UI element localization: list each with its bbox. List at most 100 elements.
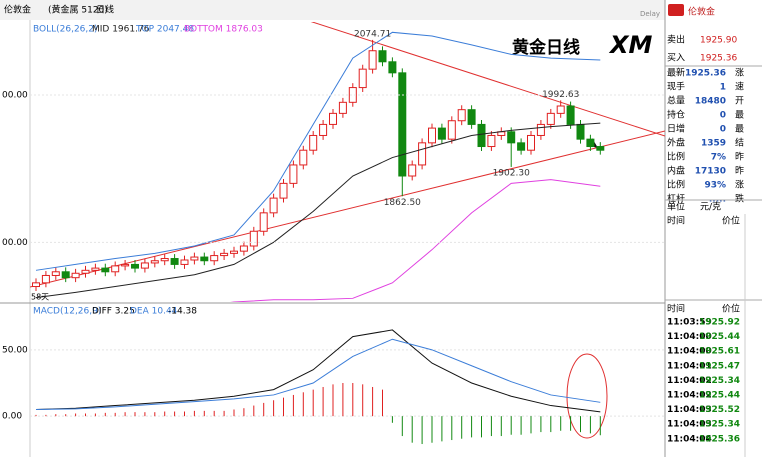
candle-body <box>140 262 149 269</box>
candle-body <box>566 105 575 125</box>
candle-body <box>596 146 605 151</box>
quote-text: 7% <box>711 153 726 163</box>
quote-text: 结 <box>735 137 744 149</box>
quote-text: 昨 <box>735 151 744 163</box>
quote-text: 比例 <box>667 151 685 163</box>
boll-top: TOP 2047.48 <box>135 25 194 35</box>
quote-text: 涨 <box>735 68 744 79</box>
macd-diff: DIFF 3.25 <box>92 307 135 317</box>
candle-body <box>249 230 258 247</box>
sell-price: 1925.90 <box>700 36 737 46</box>
quote-text: 价位 <box>722 303 740 315</box>
toolbar <box>0 0 665 20</box>
quote-text: 单位 <box>667 201 685 213</box>
trend-line <box>310 22 665 137</box>
candle-body <box>51 271 60 276</box>
candle-body <box>71 272 80 279</box>
boll-bottom: BOTTOM 1876.03 <box>184 25 263 35</box>
quote-text: 0 <box>720 111 726 121</box>
candle-body <box>111 265 120 273</box>
quote-text: 1925.36 <box>699 434 740 444</box>
macd-label: MACD(12,26,9) <box>33 307 101 317</box>
quote-text: 11:04:03 <box>667 420 712 430</box>
quote-text: 昨 <box>735 165 744 177</box>
candle-body <box>200 256 209 262</box>
candle-body <box>309 134 318 151</box>
quote-text: 杠杆 <box>667 193 685 205</box>
band-lower <box>230 179 601 302</box>
price-annotation: 1992.63 <box>542 90 579 100</box>
quote-text: 18480 <box>695 97 726 107</box>
quote-text: 速 <box>735 82 744 93</box>
candle-body <box>507 131 516 144</box>
candle-body <box>230 250 238 254</box>
symbol[interactable]: 伦敦金 <box>4 4 31 16</box>
quote-text: 1359 <box>701 139 726 149</box>
group: (黄金属 5120) <box>48 4 108 16</box>
candle-body <box>437 127 446 140</box>
period[interactable]: 日线 <box>96 4 114 16</box>
candle-body <box>190 256 199 261</box>
boll-mid: MID 1961.76 <box>92 25 150 35</box>
quote-text: 1925.47 <box>699 361 740 371</box>
candle-body <box>348 87 357 103</box>
candle-body <box>398 72 407 177</box>
buy-price: 1925.36 <box>700 54 737 64</box>
quote-text: 0 <box>720 125 726 135</box>
candle-body <box>210 255 219 262</box>
quote-text: 11:04:02 <box>667 376 712 386</box>
candle-body <box>131 263 139 269</box>
quote-text: 11:04:00 <box>667 332 712 342</box>
quote-text: 11:04:03 <box>667 405 712 415</box>
quote-text: 涨 <box>735 180 744 191</box>
trend-line <box>30 130 665 288</box>
quote-text: 1 <box>720 83 726 93</box>
quote-text: 最 <box>735 110 744 121</box>
macd-dea: DEA 10.44 <box>130 307 178 317</box>
highlight <box>566 353 608 439</box>
quote-title: 伦敦金 <box>688 6 715 18</box>
quote-text: 1925.44 <box>699 332 740 342</box>
quote-text: 卖出 <box>667 34 685 46</box>
quote-text: 1925.61 <box>699 347 740 357</box>
y-tick-label: 50.00 <box>2 345 28 355</box>
macd-dea-line <box>35 338 601 411</box>
quote-text: 元/克 <box>700 202 721 213</box>
quote-text: 时间 <box>667 303 685 315</box>
macd-value: -14.38 <box>168 307 197 317</box>
candle-body <box>160 258 169 262</box>
candle-body <box>101 267 110 273</box>
quote-text: 1925.36 <box>685 69 726 79</box>
candle-body <box>467 109 476 125</box>
candle-body <box>368 50 377 70</box>
candle-body <box>527 134 535 151</box>
quote-text: 日增 <box>667 123 685 135</box>
quote-text: 现手 <box>667 81 685 93</box>
delay: Delay <box>640 10 660 18</box>
chart-title: 黄金日线 <box>512 37 580 58</box>
logo: XM <box>608 31 653 59</box>
candle-body <box>269 197 278 214</box>
band-mid <box>35 122 601 299</box>
quote-text: 11:04:04 <box>667 434 712 444</box>
candle-body <box>121 263 130 267</box>
boll-label: BOLL(26,26,2) <box>33 25 98 35</box>
candle-body <box>299 149 308 166</box>
main-plot <box>32 31 605 302</box>
candle-body <box>91 267 100 271</box>
candle-body <box>338 101 347 114</box>
candle-body <box>447 120 456 140</box>
y-tick-label: 00.00 <box>2 90 28 100</box>
y-tick-label: 0.00 <box>2 412 22 422</box>
candle-body <box>259 212 268 232</box>
quote-text: 跌 <box>735 194 744 205</box>
quote-text: 93% <box>704 181 726 191</box>
price-annotation: 1902.30 <box>493 168 530 178</box>
quote-text: 内盘 <box>667 165 685 177</box>
candle-body <box>170 258 179 265</box>
candle-body <box>220 252 229 257</box>
candle-body <box>239 245 248 252</box>
quote-text: 1925.92 <box>699 318 740 328</box>
quote-text: 时间 <box>667 215 685 227</box>
